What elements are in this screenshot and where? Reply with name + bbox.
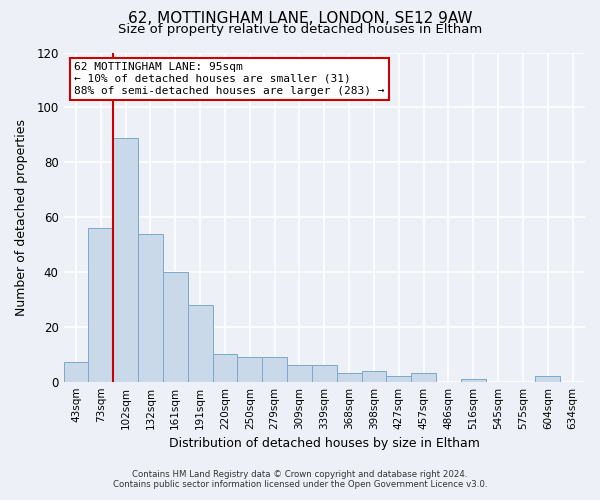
Bar xyxy=(461,379,485,382)
Bar xyxy=(287,365,312,382)
Bar xyxy=(238,357,262,382)
Bar xyxy=(88,228,113,382)
Text: 62, MOTTINGHAM LANE, LONDON, SE12 9AW: 62, MOTTINGHAM LANE, LONDON, SE12 9AW xyxy=(128,11,472,26)
Bar xyxy=(188,305,212,382)
Bar xyxy=(212,354,238,382)
Bar xyxy=(386,376,411,382)
Text: Contains HM Land Registry data © Crown copyright and database right 2024.
Contai: Contains HM Land Registry data © Crown c… xyxy=(113,470,487,489)
Bar xyxy=(337,374,362,382)
Text: 62 MOTTINGHAM LANE: 95sqm
← 10% of detached houses are smaller (31)
88% of semi-: 62 MOTTINGHAM LANE: 95sqm ← 10% of detac… xyxy=(74,62,385,96)
Bar xyxy=(113,138,138,382)
Bar xyxy=(535,376,560,382)
Bar xyxy=(138,234,163,382)
Bar xyxy=(64,362,88,382)
Text: Size of property relative to detached houses in Eltham: Size of property relative to detached ho… xyxy=(118,22,482,36)
Bar xyxy=(362,370,386,382)
Bar xyxy=(163,272,188,382)
Y-axis label: Number of detached properties: Number of detached properties xyxy=(15,118,28,316)
Bar xyxy=(312,365,337,382)
Bar xyxy=(411,374,436,382)
X-axis label: Distribution of detached houses by size in Eltham: Distribution of detached houses by size … xyxy=(169,437,480,450)
Bar xyxy=(262,357,287,382)
